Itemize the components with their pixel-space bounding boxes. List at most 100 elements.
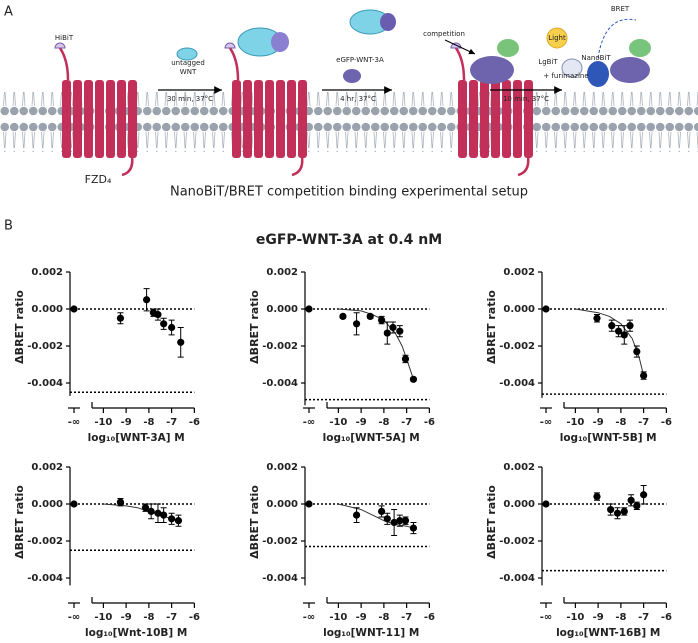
wnt-protein <box>380 13 396 31</box>
data-point <box>383 329 391 337</box>
data-point <box>409 524 418 532</box>
data-point <box>174 517 183 525</box>
x-tick-label: -8 <box>378 417 389 428</box>
x-tick-label: -10 <box>94 417 112 428</box>
label: 4 hr, 37°C <box>340 95 376 103</box>
y-tick-label: 0.002 <box>503 267 535 278</box>
label: HiBiT <box>55 34 74 42</box>
y-tick-label: 0.000 <box>31 304 63 315</box>
y-tick-label: 0.000 <box>266 499 298 510</box>
data-point <box>640 372 648 380</box>
label: NanoBiT <box>581 54 611 62</box>
y-tick-label: -0.002 <box>262 536 298 547</box>
x-tick-label: -6 <box>189 417 200 428</box>
x-tick-label: -∞ <box>303 417 315 428</box>
label: WNT <box>180 68 197 76</box>
x-tick-label: -7 <box>401 612 412 623</box>
label: eGFP-WNT-3A <box>336 56 384 64</box>
data-point <box>378 507 386 515</box>
data-point <box>626 322 634 330</box>
y-tick-label: -0.004 <box>27 573 63 584</box>
nanobit <box>587 61 609 87</box>
y-tick-label: -0.002 <box>27 341 63 352</box>
lgbit <box>561 58 583 78</box>
label: LgBiT <box>538 58 558 66</box>
y-tick-label: 0.002 <box>266 267 298 278</box>
x-tick-label: -6 <box>661 417 672 428</box>
y-tick-label: 0.002 <box>31 267 63 278</box>
x-tick-label: -8 <box>143 612 154 623</box>
egfp <box>497 39 519 57</box>
data-point <box>613 509 622 517</box>
panel-label: A <box>4 5 13 20</box>
x-tick-label: -7 <box>401 417 412 428</box>
wnt-protein <box>271 32 289 52</box>
sun <box>546 27 568 49</box>
fit-curve <box>338 503 414 529</box>
x-tick-label: -7 <box>166 612 177 623</box>
x-tick-label: -6 <box>424 612 435 623</box>
label: FZD₄ <box>85 173 112 186</box>
data-point <box>615 327 623 335</box>
data-point <box>352 320 361 328</box>
egfp <box>629 39 651 57</box>
label: 30 min, 37°C <box>167 95 213 103</box>
label: untagged <box>171 59 205 67</box>
x-tick-label: -8 <box>378 612 389 623</box>
data-point <box>389 323 397 332</box>
hibit <box>54 42 66 49</box>
x-tick-label: -9 <box>356 612 367 623</box>
data-point <box>70 500 78 508</box>
data-point <box>339 312 347 320</box>
x-axis-title: log₁₀[WNT-16B] M <box>556 627 660 639</box>
y-tick-label: -0.004 <box>499 378 535 389</box>
data-point <box>177 338 185 346</box>
data-point <box>620 331 628 339</box>
data-point <box>633 347 641 356</box>
x-tick-label: -∞ <box>68 417 80 428</box>
x-tick-label: -7 <box>638 612 649 623</box>
fit-curve <box>103 503 179 522</box>
y-tick-label: -0.002 <box>27 536 63 547</box>
data-point <box>305 500 313 508</box>
x-tick-label: -10 <box>566 612 584 623</box>
x-tick-label: -7 <box>166 417 177 428</box>
hibit <box>224 42 236 49</box>
y-tick-label: -0.002 <box>262 341 298 352</box>
data-point <box>409 375 418 383</box>
data-point <box>116 498 125 506</box>
data-point <box>401 517 410 525</box>
label: BRET <box>611 5 630 13</box>
data-point <box>608 322 616 330</box>
data-point <box>168 323 176 332</box>
x-tick-label: -9 <box>121 612 132 623</box>
data-point <box>542 305 550 313</box>
fit-curve <box>338 308 414 380</box>
label: competition <box>423 30 465 38</box>
data-point <box>542 500 550 508</box>
x-tick-label: -6 <box>189 612 200 623</box>
diagram: A HiBiT FZD₄ untagged WNT 30 min, 37°C e… <box>0 5 698 200</box>
data-point <box>383 515 391 523</box>
x-axis-title: log₁₀[WNT-11] M <box>323 627 419 639</box>
egfp-wnt <box>470 56 514 84</box>
data-point <box>366 312 374 320</box>
data-point <box>620 507 628 515</box>
data-point <box>396 517 404 525</box>
y-tick-label: -0.004 <box>499 573 535 584</box>
y-tick-label: 0.002 <box>503 462 535 473</box>
arrow <box>444 39 476 55</box>
data-point <box>390 518 398 527</box>
panel-label: B <box>4 219 13 234</box>
data-point <box>116 314 125 322</box>
x-tick-label: -∞ <box>303 612 315 623</box>
label: + furimazine <box>543 72 588 80</box>
x-tick-label: -∞ <box>540 417 552 428</box>
x-axis-title: log₁₀[WNT-3A] M <box>88 432 185 444</box>
x-tick-label: -9 <box>356 417 367 428</box>
x-tick-label: -∞ <box>68 612 80 623</box>
x-tick-label: -10 <box>566 417 584 428</box>
